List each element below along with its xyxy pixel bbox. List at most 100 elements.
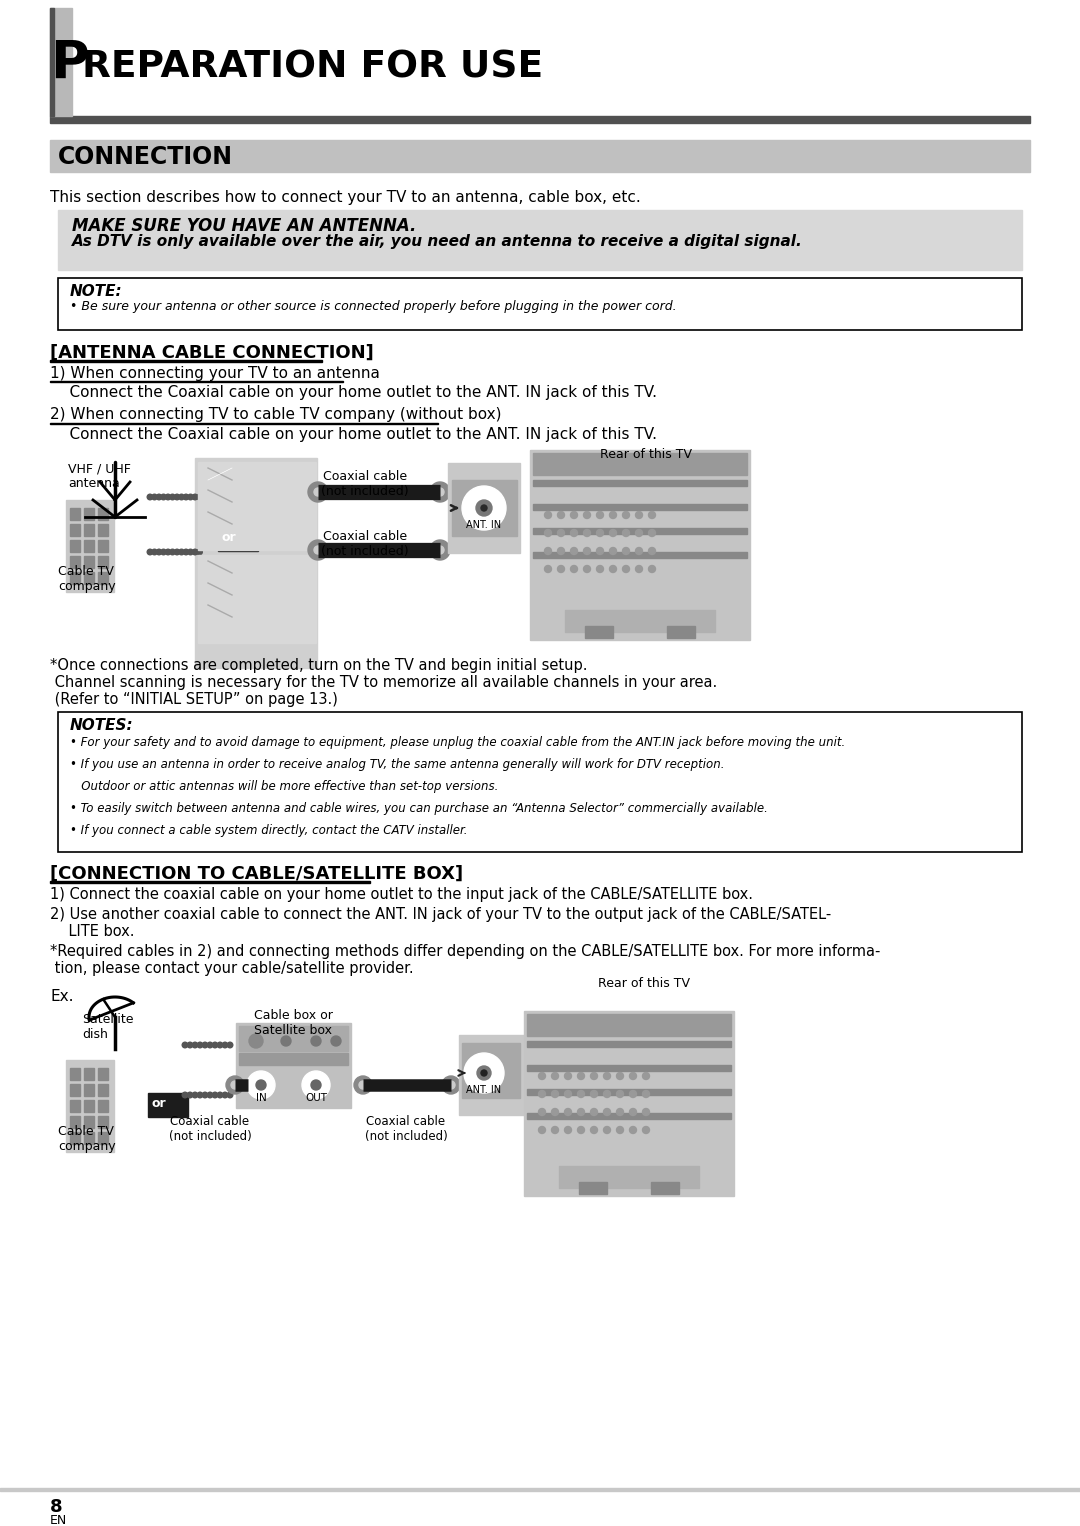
Text: [ANTENNA CABLE CONNECTION]: [ANTENNA CABLE CONNECTION] — [50, 343, 374, 362]
Text: 2) Use another coaxial cable to connect the ANT. IN jack of your TV to the outpu: 2) Use another coaxial cable to connect … — [50, 906, 832, 922]
Circle shape — [314, 546, 322, 554]
Circle shape — [622, 566, 630, 572]
Text: Coaxial cable
(not included): Coaxial cable (not included) — [365, 1116, 447, 1143]
Circle shape — [643, 1073, 649, 1079]
Circle shape — [165, 494, 171, 501]
Circle shape — [539, 1108, 545, 1116]
Circle shape — [157, 494, 162, 501]
Text: NOTE:: NOTE: — [70, 284, 123, 299]
Bar — [534, 453, 747, 475]
Text: Rear of this TV: Rear of this TV — [600, 449, 692, 461]
Circle shape — [183, 1042, 188, 1048]
Bar — [98, 1083, 108, 1096]
Bar — [0, 1488, 1080, 1491]
Circle shape — [544, 566, 552, 572]
Circle shape — [591, 1073, 597, 1079]
Circle shape — [539, 1126, 545, 1134]
Circle shape — [570, 566, 578, 572]
Circle shape — [643, 1126, 649, 1134]
Circle shape — [635, 566, 643, 572]
Bar — [84, 523, 94, 536]
Circle shape — [247, 1071, 275, 1099]
Circle shape — [481, 505, 487, 511]
Circle shape — [151, 494, 158, 501]
Bar — [579, 1183, 607, 1193]
Text: Satellite
dish: Satellite dish — [82, 1013, 134, 1041]
Bar — [524, 1012, 734, 1196]
Circle shape — [565, 1073, 571, 1079]
Circle shape — [184, 494, 189, 501]
Bar — [70, 540, 80, 552]
Bar — [448, 462, 519, 552]
Text: This section describes how to connect your TV to an antenna, cable box, etc.: This section describes how to connect yo… — [50, 191, 640, 204]
Circle shape — [552, 1091, 558, 1097]
Bar — [50, 140, 1030, 172]
Bar — [84, 540, 94, 552]
Text: Cable TV
company: Cable TV company — [58, 565, 116, 594]
Circle shape — [544, 530, 552, 537]
Bar — [527, 1013, 731, 1036]
Text: CONNECTION: CONNECTION — [58, 145, 233, 169]
Text: OUT: OUT — [305, 1093, 327, 1103]
Text: LITE box.: LITE box. — [50, 925, 135, 938]
Bar — [148, 1093, 188, 1117]
Text: REPARATION FOR USE: REPARATION FOR USE — [82, 50, 543, 85]
Circle shape — [308, 540, 328, 560]
Bar — [66, 501, 114, 592]
Circle shape — [596, 511, 604, 519]
Circle shape — [604, 1108, 610, 1116]
Circle shape — [314, 488, 322, 496]
Bar — [50, 8, 54, 116]
Circle shape — [630, 1073, 636, 1079]
Circle shape — [552, 1126, 558, 1134]
Circle shape — [565, 1126, 571, 1134]
Circle shape — [330, 1036, 341, 1045]
Text: • If you connect a cable system directly, contact the CATV installer.: • If you connect a cable system directly… — [70, 824, 468, 836]
Circle shape — [604, 1073, 610, 1079]
Circle shape — [147, 549, 152, 555]
Bar — [70, 1068, 80, 1080]
Text: ANT. IN: ANT. IN — [467, 520, 501, 530]
Circle shape — [302, 1071, 330, 1099]
Circle shape — [578, 1073, 584, 1079]
Text: 1) When connecting your TV to an antenna: 1) When connecting your TV to an antenna — [50, 366, 380, 382]
Circle shape — [565, 1108, 571, 1116]
Circle shape — [212, 1093, 218, 1097]
Circle shape — [609, 566, 617, 572]
Text: Outdoor or attic antennas will be more effective than set-top versions.: Outdoor or attic antennas will be more e… — [70, 780, 498, 794]
Text: or: or — [152, 1097, 166, 1109]
Circle shape — [643, 1108, 649, 1116]
Circle shape — [609, 511, 617, 519]
Circle shape — [359, 1080, 367, 1090]
Circle shape — [170, 549, 175, 555]
Circle shape — [596, 566, 604, 572]
Circle shape — [583, 566, 591, 572]
Circle shape — [583, 511, 591, 519]
Circle shape — [539, 1091, 545, 1097]
Bar — [50, 116, 1030, 124]
Bar — [98, 1116, 108, 1128]
Circle shape — [557, 548, 565, 554]
Circle shape — [202, 1042, 207, 1048]
Bar — [70, 508, 80, 520]
Bar — [84, 1100, 94, 1112]
Circle shape — [544, 511, 552, 519]
Circle shape — [476, 501, 492, 516]
Circle shape — [648, 548, 656, 554]
Circle shape — [311, 1080, 321, 1090]
Circle shape — [308, 482, 328, 502]
Circle shape — [188, 549, 193, 555]
Circle shape — [552, 1073, 558, 1079]
Bar — [218, 526, 258, 551]
Circle shape — [222, 1042, 228, 1048]
Circle shape — [462, 485, 507, 530]
Circle shape — [557, 530, 565, 537]
Circle shape — [197, 494, 202, 501]
Bar — [534, 481, 747, 485]
Text: *Once connections are completed, turn on the TV and begin initial setup.: *Once connections are completed, turn on… — [50, 658, 588, 673]
Bar — [453, 481, 517, 536]
Circle shape — [477, 1067, 491, 1080]
Text: Connect the Coaxial cable on your home outlet to the ANT. IN jack of this TV.: Connect the Coaxial cable on your home o… — [50, 427, 657, 443]
Circle shape — [192, 494, 198, 501]
Circle shape — [178, 494, 185, 501]
